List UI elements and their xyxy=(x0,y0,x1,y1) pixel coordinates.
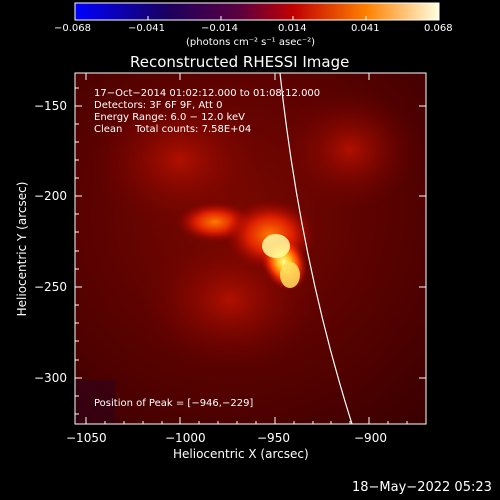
y-axis-ticks xyxy=(75,87,426,415)
clean-counts-text: Clean Total counts: 7.58E+04 xyxy=(94,124,252,135)
x-axis-ticks xyxy=(85,73,408,424)
plot-frame xyxy=(74,72,427,425)
x-tick-label: −950 xyxy=(257,431,290,445)
x-axis-label: Heliocentric X (arcsec) xyxy=(173,447,309,461)
colorbar-ticks xyxy=(74,16,440,20)
image-panel xyxy=(75,73,426,424)
detectors-text: Detectors: 3F 6F 9F, Att 0 xyxy=(94,100,223,111)
colorbar-tick-label: 0.068 xyxy=(424,23,453,34)
plot-title: Reconstructed RHESSI Image xyxy=(130,53,350,71)
x-tick-label: −900 xyxy=(354,431,387,445)
colorbar-tick-label: −0.041 xyxy=(128,23,166,34)
y-tick-label: −150 xyxy=(34,99,67,113)
y-axis-label: Heliocentric Y (arcsec) xyxy=(15,181,29,317)
generation-date: 18−May−2022 05:23 xyxy=(352,480,492,495)
peak-position-text: Position of Peak = [−946,−229] xyxy=(94,398,254,409)
colorbar-tick-label: −0.068 xyxy=(54,23,92,34)
x-tick-label: −1000 xyxy=(165,431,206,445)
y-tick-label: −200 xyxy=(34,189,67,203)
colorbar-units: (photons cm⁻² s⁻¹ asec⁻²) xyxy=(186,37,316,48)
colorbar-tick-label: 0.014 xyxy=(278,23,307,34)
x-tick-label: −1050 xyxy=(66,431,107,445)
y-tick-label: −300 xyxy=(34,371,67,385)
solar-limb-line xyxy=(279,73,353,424)
colorbar-tick-label: −0.014 xyxy=(201,23,239,34)
colorbar-tick-label: 0.041 xyxy=(351,23,380,34)
energy-range-text: Energy Range: 6.0 − 12.0 keV xyxy=(94,112,245,123)
time-range-text: 17−Oct−2014 01:02:12.000 to 01:08:12.000 xyxy=(94,88,321,99)
colorbar xyxy=(75,3,439,20)
y-tick-label: −250 xyxy=(34,280,67,294)
